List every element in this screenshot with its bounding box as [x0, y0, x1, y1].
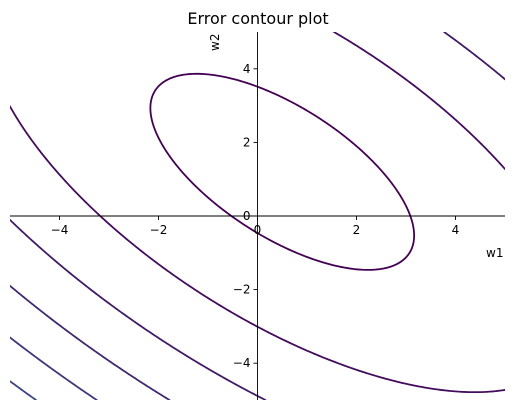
y-tick-label: 0 [243, 209, 251, 223]
x-tick-label: 2 [353, 223, 361, 237]
x-axis-label: w1 [486, 246, 503, 260]
x-tick-label: −2 [150, 223, 168, 237]
contour-level-2 [10, 32, 505, 400]
y-tick-label: 2 [243, 135, 251, 149]
y-axis-label: w2 [208, 34, 222, 51]
contour-lines [10, 32, 505, 400]
contour-level-1 [10, 32, 505, 394]
contour-level-0 [149, 72, 416, 271]
chart-title: Error contour plot [187, 9, 328, 28]
axes: −4 −2 0 2 4 −4 −2 0 2 4 [10, 32, 505, 400]
x-tick-label: −4 [51, 223, 69, 237]
y-tick-label: −4 [233, 356, 251, 370]
y-tick-label: 4 [243, 62, 251, 76]
y-tick-label: −2 [233, 283, 251, 297]
contour-level-3 [10, 284, 171, 400]
contour-level-5 [10, 380, 37, 400]
x-tick-label: 4 [452, 223, 460, 237]
x-tick-label: 0 [254, 223, 262, 237]
contour-level-4 [10, 336, 98, 400]
